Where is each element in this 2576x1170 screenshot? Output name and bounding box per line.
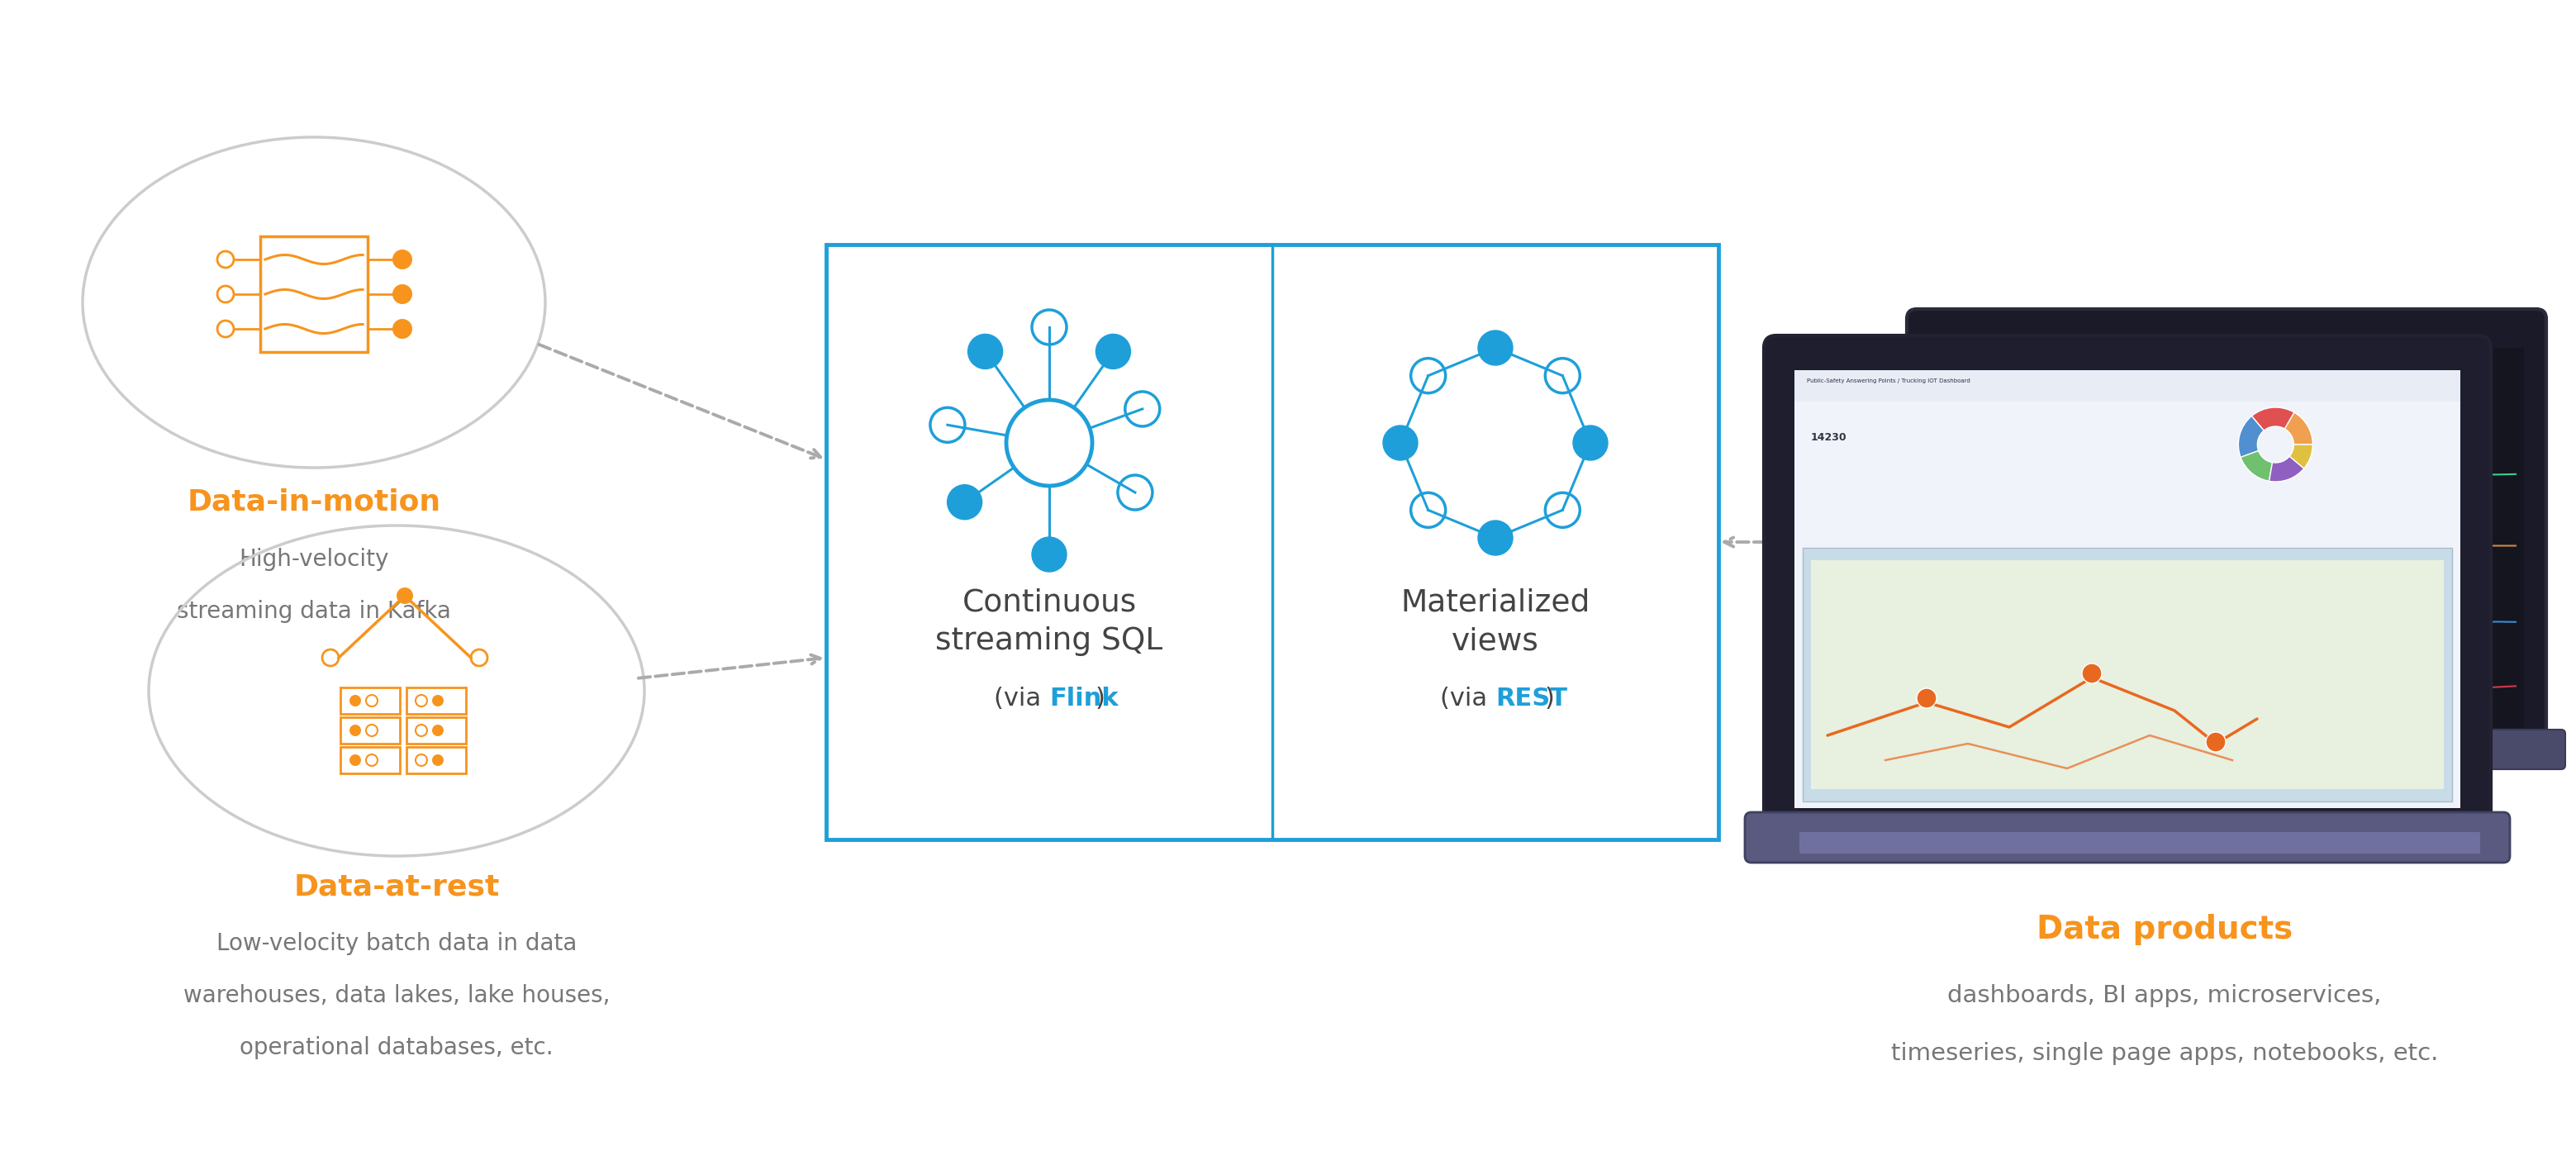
Text: High-velocity: High-velocity: [240, 548, 389, 571]
Circle shape: [1033, 537, 1066, 572]
Wedge shape: [2251, 407, 2295, 431]
Text: timeseries, single page apps, notebooks, etc.: timeseries, single page apps, notebooks,…: [1891, 1042, 2439, 1065]
Circle shape: [969, 335, 1002, 369]
Circle shape: [2081, 663, 2102, 683]
Circle shape: [350, 695, 361, 707]
Wedge shape: [2290, 445, 2313, 468]
Circle shape: [392, 249, 412, 269]
Text: Data-in-motion: Data-in-motion: [188, 488, 440, 516]
Circle shape: [1479, 330, 1512, 365]
FancyBboxPatch shape: [1795, 378, 2460, 808]
Text: Flink: Flink: [1048, 687, 1118, 710]
Text: Low-velocity batch data in data: Low-velocity batch data in data: [216, 932, 577, 955]
Circle shape: [433, 724, 443, 736]
Text: (via: (via: [1440, 687, 1497, 710]
Circle shape: [1383, 426, 1417, 460]
Text: ): ): [1546, 687, 1556, 710]
Text: 14230: 14230: [1811, 432, 1847, 443]
Wedge shape: [2269, 456, 2303, 482]
Circle shape: [2205, 732, 2226, 752]
Text: warehouses, data lakes, lake houses,: warehouses, data lakes, lake houses,: [183, 984, 611, 1007]
Wedge shape: [2285, 412, 2313, 445]
Wedge shape: [2241, 450, 2272, 481]
Circle shape: [392, 284, 412, 304]
Text: streaming data in Kafka: streaming data in Kafka: [178, 600, 451, 622]
Circle shape: [1479, 521, 1512, 556]
FancyBboxPatch shape: [1929, 347, 2524, 728]
Circle shape: [350, 724, 361, 736]
Circle shape: [350, 755, 361, 766]
Wedge shape: [2239, 417, 2264, 457]
Circle shape: [1574, 426, 1607, 460]
Text: Data-at-rest: Data-at-rest: [294, 873, 500, 901]
Text: (via: (via: [994, 687, 1048, 710]
Text: REST: REST: [1497, 687, 1566, 710]
Text: Continuous
streaming SQL: Continuous streaming SQL: [935, 587, 1162, 656]
FancyBboxPatch shape: [827, 245, 1718, 840]
FancyBboxPatch shape: [1803, 548, 2452, 801]
Circle shape: [948, 484, 981, 519]
Text: Materialized
views: Materialized views: [1401, 587, 1589, 656]
FancyBboxPatch shape: [1795, 370, 2460, 401]
Text: ): ): [1095, 687, 1105, 710]
Circle shape: [1917, 688, 1937, 708]
Text: Data products: Data products: [2038, 914, 2293, 945]
Circle shape: [397, 587, 412, 604]
Circle shape: [433, 755, 443, 766]
FancyBboxPatch shape: [1801, 832, 2481, 854]
Circle shape: [392, 319, 412, 339]
FancyBboxPatch shape: [1906, 309, 2545, 758]
Text: operational databases, etc.: operational databases, etc.: [240, 1037, 554, 1059]
FancyBboxPatch shape: [1765, 336, 2491, 840]
FancyBboxPatch shape: [1888, 730, 2566, 769]
Circle shape: [1095, 335, 1131, 369]
Text: Public-Safety Answering Points / Trucking IOT Dashboard: Public-Safety Answering Points / Truckin…: [1806, 378, 1971, 384]
Text: dashboards, BI apps, microservices,: dashboards, BI apps, microservices,: [1947, 984, 2383, 1007]
Circle shape: [433, 695, 443, 707]
FancyBboxPatch shape: [1811, 560, 2445, 789]
FancyBboxPatch shape: [1744, 812, 2509, 862]
